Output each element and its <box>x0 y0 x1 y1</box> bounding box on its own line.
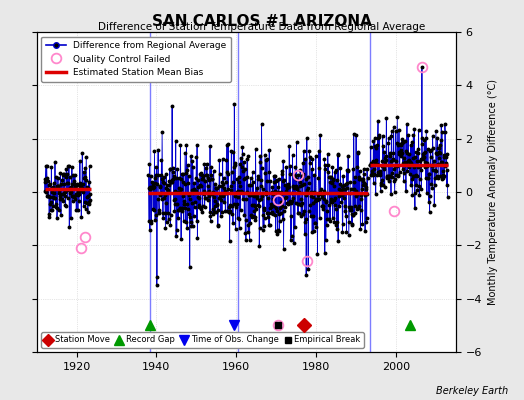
Text: Berkeley Earth: Berkeley Earth <box>436 386 508 396</box>
Text: SAN CARLOS #1 ARIZONA: SAN CARLOS #1 ARIZONA <box>152 14 372 29</box>
Legend: Station Move, Record Gap, Time of Obs. Change, Empirical Break: Station Move, Record Gap, Time of Obs. C… <box>41 332 364 348</box>
Y-axis label: Monthly Temperature Anomaly Difference (°C): Monthly Temperature Anomaly Difference (… <box>488 79 498 305</box>
Text: Difference of Station Temperature Data from Regional Average: Difference of Station Temperature Data f… <box>99 22 425 32</box>
